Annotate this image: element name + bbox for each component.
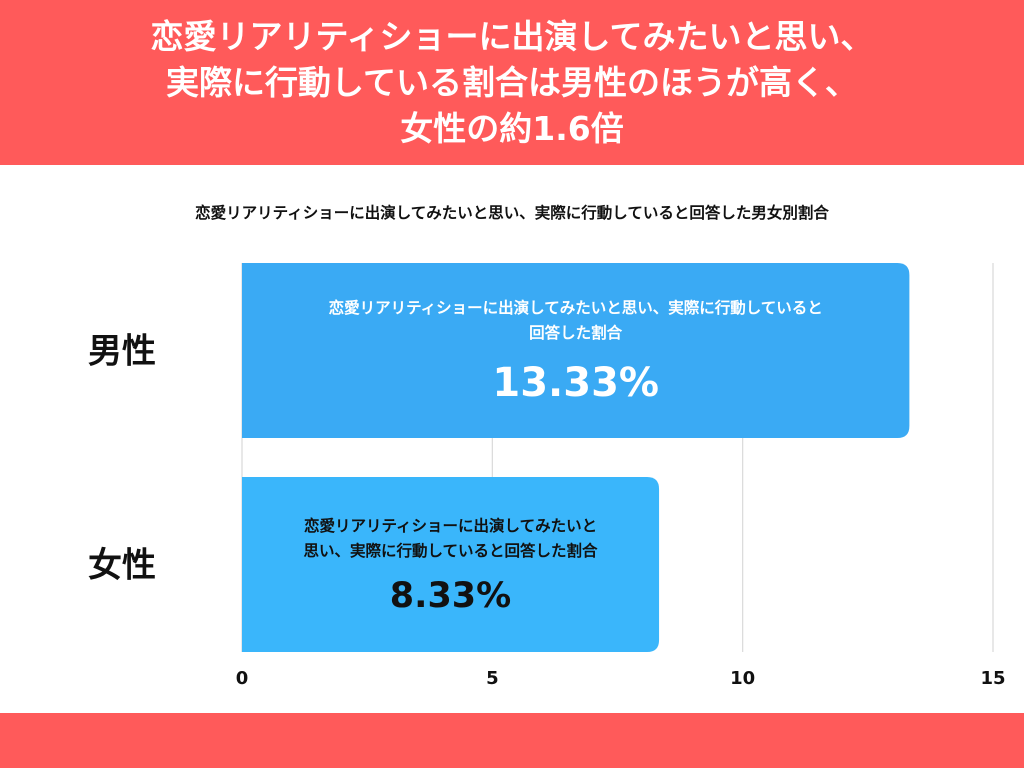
x-tick-label-0: 0 (236, 668, 249, 689)
data-label-male: 13.33% (492, 360, 659, 406)
bar-caption-male-2: 回答した割合 (529, 323, 623, 342)
bar-caption-female-1: 恋愛リアリティショーに出演してみたいと (304, 516, 597, 535)
x-tick-label-10: 10 (730, 668, 755, 689)
title-line-3: 女性の約1.6倍 (400, 108, 624, 148)
x-tick-label-5: 5 (486, 668, 499, 689)
bar-chart: 0 5 10 15男性恋愛リアリティショーに出演してみたいと思い、実際に行動していると… (88, 263, 1006, 689)
chart-title: 恋愛リアリティショーに出演してみたいと思い、実際に行動していると回答した男女別割… (195, 204, 829, 222)
bar-caption-male-1: 恋愛リアリティショーに出演してみたいと思い、実際に行動していると (329, 298, 823, 317)
data-label-female: 8.33% (390, 576, 511, 616)
bar-male (242, 263, 910, 438)
title-line-1: 恋愛リアリティショーに出演してみたいと思い、 (150, 16, 874, 56)
category-label-female: 女性 (88, 546, 156, 586)
bar-caption-female-2: 思い、実際に行動していると回答した割合 (304, 541, 599, 560)
bar-female (242, 477, 660, 652)
title-banner: 恋愛リアリティショーに出演してみたいと思い、 実際に行動している割合は男性のほう… (0, 0, 1024, 165)
category-label-male: 男性 (88, 332, 156, 372)
footer-band (0, 713, 1024, 768)
x-tick-label-15: 15 (980, 668, 1005, 689)
title-line-2: 実際に行動している割合は男性のほうが高く、 (165, 62, 858, 102)
